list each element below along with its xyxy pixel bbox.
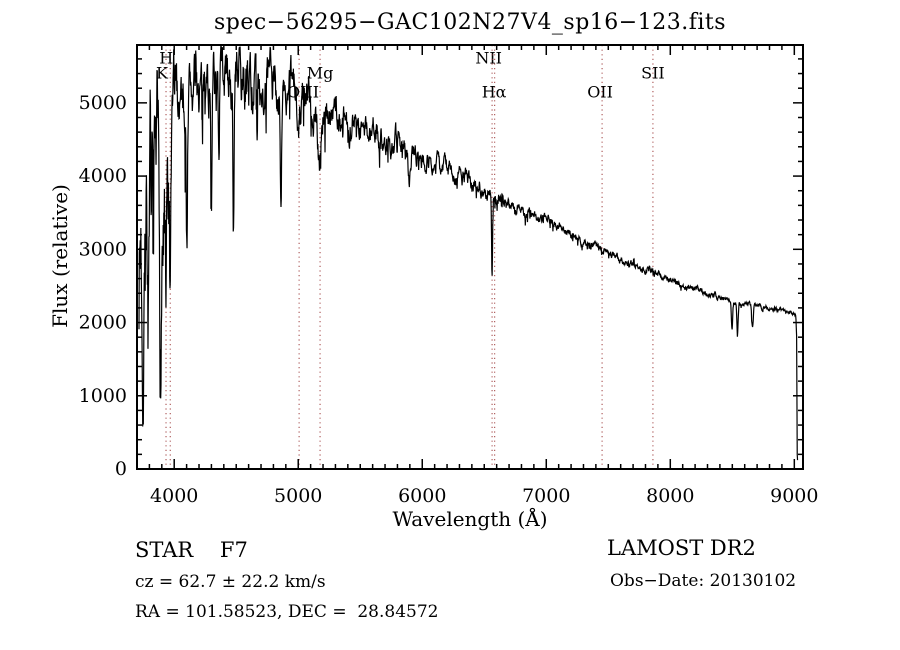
spectral-line-label: H xyxy=(159,49,173,68)
survey-release-text: LAMOST DR2 xyxy=(607,536,756,560)
spectral-line-label: Mg xyxy=(307,64,334,83)
x-tick-label: 4000 xyxy=(150,485,198,507)
y-tick-label: 1000 xyxy=(79,385,127,407)
spectral-line-label: NII xyxy=(475,49,502,68)
x-tick-label: 8000 xyxy=(646,485,694,507)
y-tick-label: 2000 xyxy=(79,312,127,334)
x-axis-label: Wavelength (Å) xyxy=(392,507,548,531)
x-tick-label: 7000 xyxy=(522,485,570,507)
x-tick-label: 9000 xyxy=(770,485,818,507)
spectral-line-label: Hα xyxy=(482,83,507,102)
plot-box xyxy=(136,44,804,470)
ra-dec-text: RA = 101.58523, DEC = 28.84572 xyxy=(135,602,439,622)
y-tick-label: 0 xyxy=(115,458,127,480)
x-tick-label: 5000 xyxy=(274,485,322,507)
object-class-text: STAR F7 xyxy=(135,538,248,562)
y-tick-label: 4000 xyxy=(79,165,127,187)
spectral-line-label: K xyxy=(156,64,169,83)
y-axis-label: Flux (relative) xyxy=(48,184,72,328)
obs-date-text: Obs−Date: 20130102 xyxy=(610,571,797,591)
x-tick-label: 6000 xyxy=(398,485,446,507)
y-tick-label: 3000 xyxy=(79,238,127,260)
page-title: spec−56295−GAC102N27V4_sp16−123.fits xyxy=(213,10,727,35)
radial-velocity-text: cz = 62.7 ± 22.2 km/s xyxy=(135,572,326,592)
spectral-line-label: OII xyxy=(587,83,613,102)
spectrum-line xyxy=(138,45,799,461)
y-tick-label: 5000 xyxy=(79,92,127,114)
spectral-line-label: SII xyxy=(641,64,665,83)
